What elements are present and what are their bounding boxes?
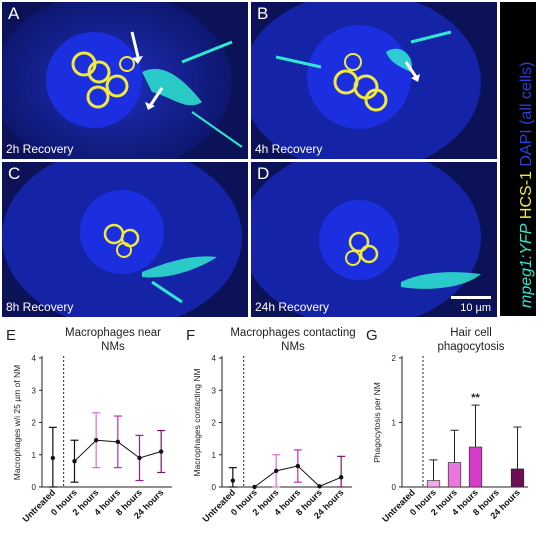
micrograph-panel-b: B 4h Recovery [251,2,497,159]
scale-bar [451,296,491,299]
data-point [252,484,257,490]
chart-title: Macrophages contacting [230,327,355,339]
micrograph-panel-c: C 8h Recovery [2,162,248,317]
data-point [93,438,99,443]
panel-letter: D [257,164,270,183]
y-tick-label: 0 [392,483,397,492]
panel-caption: 2h Recovery [6,142,74,156]
micrograph-image [2,2,248,159]
data-point [295,463,301,469]
scale-bar-label: 10 µm [460,302,491,314]
y-tick-label: 3 [32,386,37,395]
panel-letter: A [8,4,20,23]
data-point [115,439,121,445]
y-tick-label: 4 [212,354,217,363]
panel-letter: B [257,4,269,23]
micrograph-panel-d: D 24h Recovery 10 µm [251,162,497,317]
bar [447,462,462,488]
bar [510,468,525,488]
y-tick-label: 2 [212,419,217,428]
bar [468,446,483,488]
data-point [338,475,344,480]
x-tick-label: Untreated [20,487,57,524]
significance-marker: ** [471,392,480,404]
chart-title: phagocytosis [437,341,504,353]
bar [426,480,441,488]
micrograph-image [251,162,497,317]
y-axis-label: Macrophages w/i 25 µm of NM [12,365,22,480]
dapi-label: DAPI (all cells) [518,61,535,172]
chart-g: G Hair cell phagocytosis 0 1 2 Phagocytosis pe… [366,327,528,524]
y-tick-label: 1 [392,419,397,428]
data-point [158,449,164,454]
data-point [317,484,322,489]
y-tick-label: 2 [392,354,397,363]
panel-caption: 24h Recovery [255,300,330,314]
chart-panel-letter: G [366,327,378,344]
panel-caption: 4h Recovery [255,142,323,156]
y-tick-label: 1 [212,451,217,460]
chart-title: Hair cell [450,327,492,339]
chart-panel-letter: F [186,327,195,344]
data-point [273,468,279,474]
y-axis-label: Phagocytosis per NM [372,382,382,463]
x-tick-label: Untreated [200,487,237,524]
chart-title: NMs [281,341,305,353]
data-point [137,455,142,461]
chart-title: Macrophages near [65,327,161,339]
y-tick-label: 1 [32,451,37,460]
hcs1-label: HCS-1 [518,171,535,224]
chart-panel-letter: E [6,327,16,344]
data-point [72,459,77,464]
y-tick-label: 0 [212,483,217,492]
panel-caption: 8h Recovery [6,300,74,314]
y-tick-label: 2 [32,419,37,428]
chart-title: NMs [101,341,125,353]
channel-legend: mpeg1:YFP HCS-1 DAPI (all cells) [500,2,536,316]
panel-letter: C [8,164,21,183]
yfp-label: mpeg1:YFP [518,223,535,308]
micrograph-image [2,162,248,317]
data-point [50,455,56,461]
y-axis-label: Macrophages contacting NM [192,368,202,476]
chart-f: F Macrophages contacting NMs 0 1 2 3 4 Macrophag… [186,327,356,524]
y-tick-label: 0 [32,483,37,492]
micrograph-panel-a: A 2h Recovery [2,2,248,159]
micrograph-image [251,2,497,159]
y-tick-label: 3 [212,386,217,395]
channel-legend-text: mpeg1:YFP HCS-1 DAPI (all cells) [518,62,536,308]
y-tick-label: 4 [32,354,37,363]
chart-e: E Macrophages near NMs 0 1 2 3 4 Macrophages w/i… [6,327,172,524]
data-point [230,478,236,483]
